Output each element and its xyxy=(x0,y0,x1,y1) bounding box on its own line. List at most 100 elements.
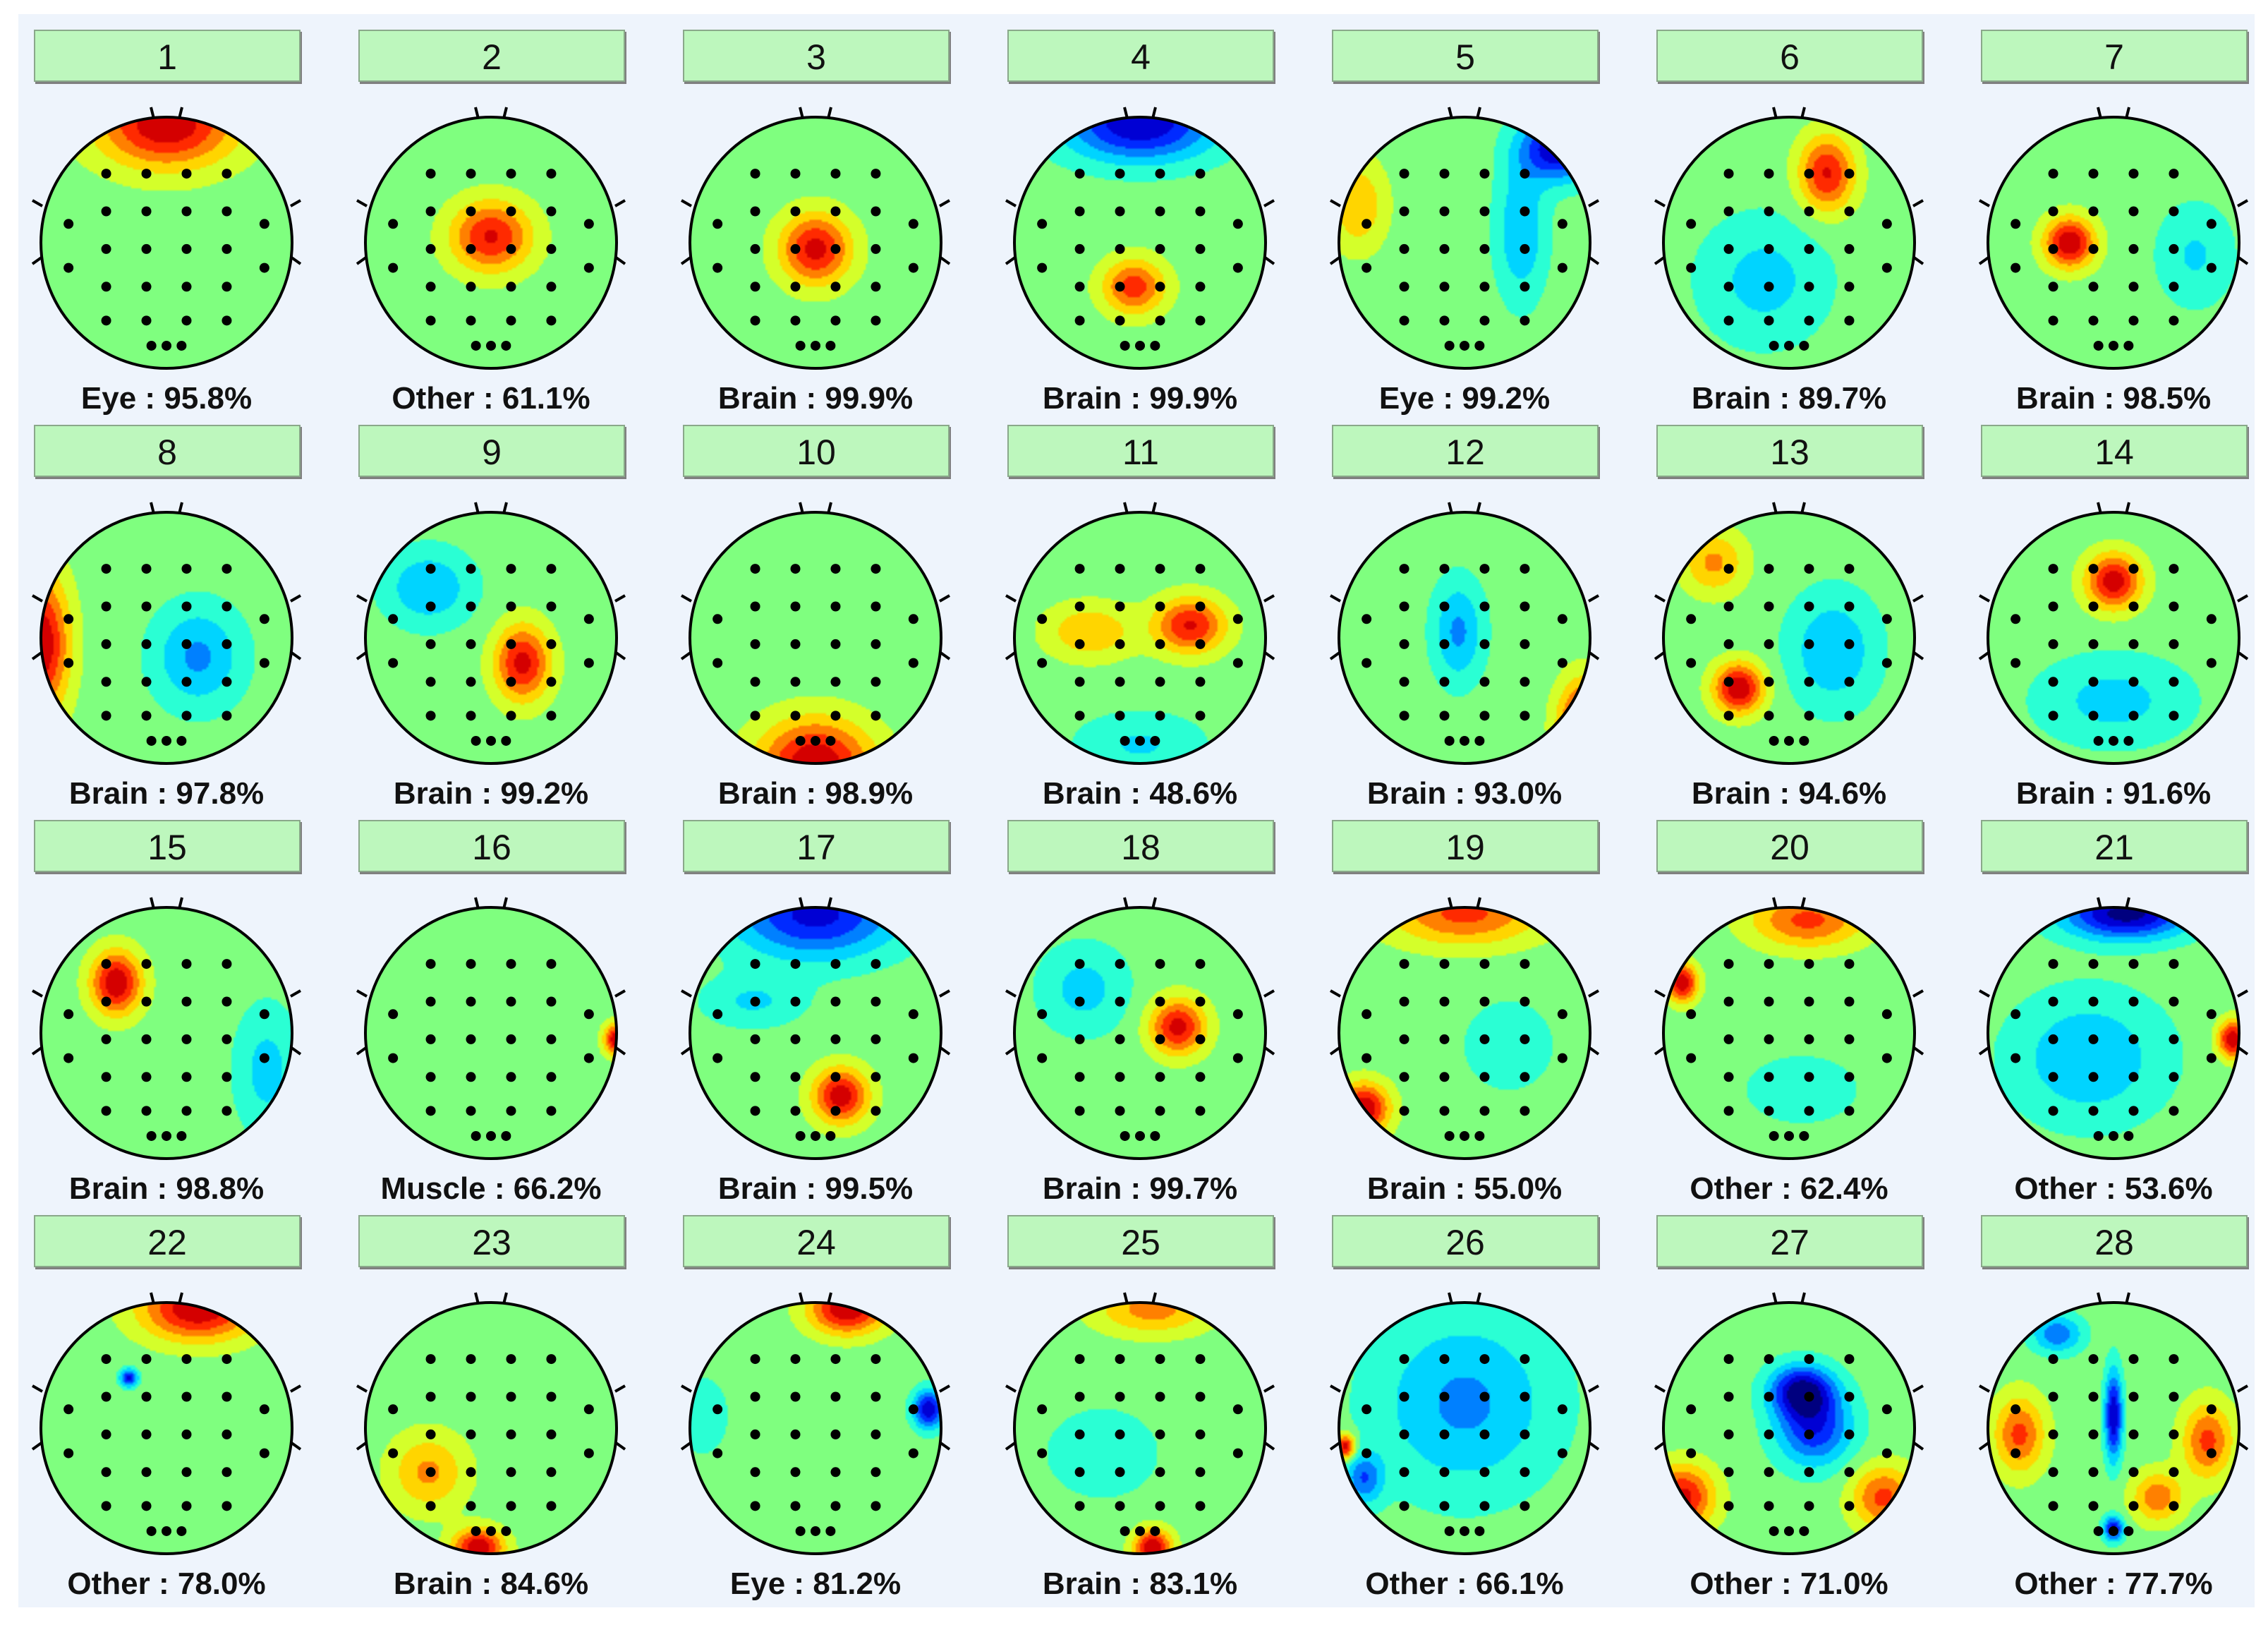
electrode-dot xyxy=(1804,1391,1814,1402)
electrode-dot xyxy=(101,959,111,969)
electrode-dot xyxy=(1232,1404,1243,1415)
component-button[interactable]: 2 xyxy=(358,30,625,82)
electrode-dot xyxy=(466,1034,476,1044)
component-button[interactable]: 25 xyxy=(1007,1215,1274,1267)
component-button[interactable]: 9 xyxy=(358,425,625,477)
component-button[interactable]: 19 xyxy=(1332,820,1599,872)
head-outline xyxy=(40,511,293,765)
electrode-dot xyxy=(750,996,760,1007)
electrode-dot xyxy=(1557,1448,1567,1458)
electrode-dot xyxy=(259,1448,269,1458)
electrode-dot xyxy=(1520,243,1530,254)
electrode-dot xyxy=(1115,315,1125,326)
scalp-heatmap xyxy=(365,1303,617,1554)
electrode-dot xyxy=(1439,1072,1450,1082)
electrode-dot xyxy=(2048,564,2058,574)
electrode-dot xyxy=(146,340,157,351)
electrode-dot xyxy=(1232,614,1243,624)
ear-tick xyxy=(681,989,692,998)
electrode-dot xyxy=(388,219,399,229)
component-button[interactable]: 15 xyxy=(34,820,301,872)
electrode-dot xyxy=(1399,639,1409,649)
scalp-topography-map xyxy=(1654,107,1924,370)
electrode-dot xyxy=(388,1009,399,1020)
electrode-dot xyxy=(1474,1130,1485,1141)
class-label: Brain xyxy=(1366,776,1447,811)
electrode-dot xyxy=(222,996,232,1007)
component-button[interactable]: 4 xyxy=(1007,30,1274,82)
electrode-dot xyxy=(141,1106,152,1116)
head-outline xyxy=(1013,906,1267,1160)
component-classification: Brain : 93.0% xyxy=(1323,776,1606,811)
ear-tick xyxy=(1005,594,1017,603)
component-button[interactable]: 26 xyxy=(1332,1215,1599,1267)
electrode-dot xyxy=(222,206,232,217)
electrode-dot xyxy=(101,1429,111,1439)
electrode-dot xyxy=(1399,1467,1409,1478)
electrode-dot xyxy=(1155,1034,1165,1044)
electrode-dot xyxy=(2088,1501,2099,1511)
component-button[interactable]: 5 xyxy=(1332,30,1599,82)
electrode-dot xyxy=(1444,1526,1455,1536)
electrode-dot xyxy=(222,601,232,612)
electrode-dot xyxy=(1150,1130,1160,1141)
electrode-dot xyxy=(2093,735,2104,746)
scalp-topography-map xyxy=(1329,107,1600,370)
scalp-topography-map xyxy=(1978,897,2249,1160)
electrode-dot xyxy=(425,959,436,969)
component-button[interactable]: 13 xyxy=(1656,425,1923,477)
electrode-dot xyxy=(908,1009,918,1020)
electrode-dot xyxy=(871,315,881,326)
component-button[interactable]: 20 xyxy=(1656,820,1923,872)
component-button[interactable]: 27 xyxy=(1656,1215,1923,1267)
separator: : xyxy=(1122,381,1150,416)
component-button[interactable]: 11 xyxy=(1007,425,1274,477)
electrode-dot xyxy=(466,677,476,687)
electrode-dot xyxy=(2206,658,2217,668)
electrode-dot xyxy=(750,243,760,254)
electrode-dot xyxy=(1155,677,1165,687)
electrode-dot xyxy=(1474,1526,1485,1536)
component-button[interactable]: 8 xyxy=(34,425,301,477)
electrode-dot xyxy=(2088,1467,2099,1478)
component-button[interactable]: 23 xyxy=(358,1215,625,1267)
component-button[interactable]: 7 xyxy=(1981,30,2248,82)
electrode-dot xyxy=(2048,1072,2058,1082)
class-probability: 81.2% xyxy=(813,1566,902,1601)
class-probability: 99.2% xyxy=(1462,381,1551,416)
ear-tick xyxy=(681,1384,692,1393)
component-button[interactable]: 28 xyxy=(1981,1215,2248,1267)
ear-tick xyxy=(1912,989,1924,998)
electrode-dot xyxy=(141,1354,152,1365)
class-label: Brain xyxy=(717,381,798,416)
electrode-dot xyxy=(1520,1034,1530,1044)
component-button[interactable]: 22 xyxy=(34,1215,301,1267)
component-button[interactable]: 24 xyxy=(683,1215,950,1267)
electrode-dot xyxy=(222,282,232,292)
electrode-dot xyxy=(101,243,111,254)
electrode-dot xyxy=(1399,169,1409,179)
component-button[interactable]: 3 xyxy=(683,30,950,82)
component-button[interactable]: 12 xyxy=(1332,425,1599,477)
component-cell: 16 Muscle : 66.2% xyxy=(350,810,674,1206)
electrode-dot xyxy=(811,340,820,351)
electrode-dot xyxy=(2169,959,2179,969)
electrode-dot xyxy=(1074,677,1085,687)
electrode-dot xyxy=(506,1354,516,1365)
electrode-dot xyxy=(830,1034,841,1044)
component-button[interactable]: 16 xyxy=(358,820,625,872)
component-button[interactable]: 18 xyxy=(1007,820,1274,872)
component-button[interactable]: 21 xyxy=(1981,820,2248,872)
electrode-dot xyxy=(176,735,187,746)
component-button[interactable]: 6 xyxy=(1656,30,1923,82)
component-button[interactable]: 1 xyxy=(34,30,301,82)
electrode-dot xyxy=(1686,1448,1697,1458)
electrode-dot xyxy=(1074,1429,1085,1439)
separator: : xyxy=(1771,776,1799,811)
separator: : xyxy=(2095,776,2123,811)
electrode-dot xyxy=(871,639,881,649)
component-button[interactable]: 17 xyxy=(683,820,950,872)
component-button[interactable]: 10 xyxy=(683,425,950,477)
electrode-dot xyxy=(63,614,74,624)
component-button[interactable]: 14 xyxy=(1981,425,2248,477)
